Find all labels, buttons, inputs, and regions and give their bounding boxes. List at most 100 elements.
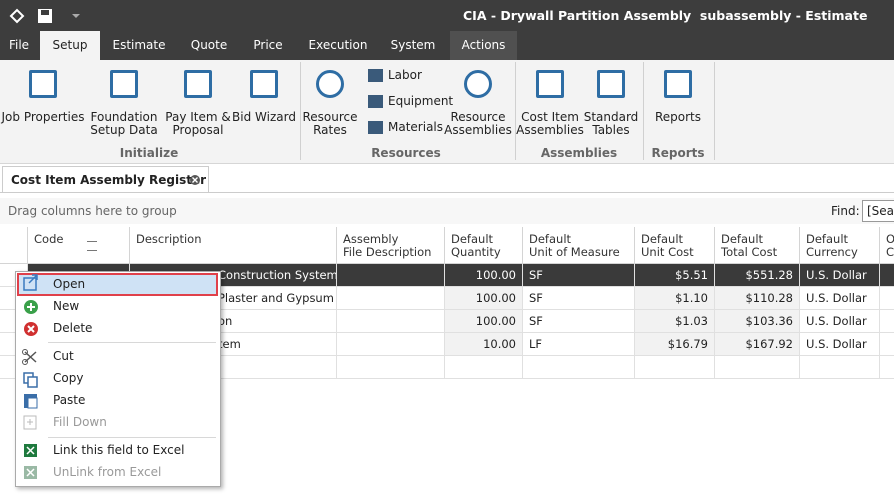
grid-cell[interactable]: U.S. Dollar [800, 287, 880, 310]
menu-separator [48, 342, 216, 343]
close-tab[interactable] [189, 174, 201, 186]
ribbon-group-label: Initialize [120, 146, 178, 160]
grid-cell [880, 287, 894, 310]
grid-cell[interactable]: 100.00 [445, 264, 523, 287]
grid-cell[interactable]: $103.36 [715, 310, 800, 333]
grid-cell[interactable]: 10.00 [445, 333, 523, 356]
menu-tab[interactable]: Setup [40, 31, 100, 60]
grid-cell[interactable]: SF [523, 264, 635, 287]
grid-cell [800, 356, 880, 379]
column-header[interactable]: Default Quantity [445, 227, 523, 264]
ribbon-small-icon [368, 95, 383, 108]
grid-cell[interactable]: $167.92 [715, 333, 800, 356]
menu-item[interactable]: Copy [53, 371, 83, 385]
grid-cell[interactable]: LF [523, 333, 635, 356]
grid-cell[interactable]: $1.10 [635, 287, 715, 310]
ribbon-button[interactable]: Reports [633, 111, 723, 124]
grid-cell [880, 333, 894, 356]
grid-cell [880, 264, 894, 287]
column-header[interactable]: Code [28, 227, 130, 264]
menu-separator [48, 437, 216, 438]
grid-cell[interactable]: $16.79 [635, 333, 715, 356]
grid-cell[interactable]: SF [523, 287, 635, 310]
grid-cell [523, 356, 635, 379]
menu-item: Fill Down [53, 415, 107, 429]
grid-cell[interactable]: $5.51 [635, 264, 715, 287]
menu-item[interactable]: Paste [53, 393, 85, 407]
menu-tab[interactable]: Execution [298, 31, 378, 60]
ribbon-icon [184, 70, 212, 98]
ribbon-small-icon [368, 69, 383, 82]
ribbon-button[interactable]: Labor [388, 69, 422, 82]
ribbon-button[interactable]: Job Properties [0, 111, 88, 124]
sort-icon [87, 241, 97, 251]
ribbon-group-label: Assemblies [541, 146, 617, 160]
menu-item: UnLink from Excel [53, 465, 161, 479]
column-header[interactable]: Default Currency [800, 227, 880, 264]
grid-cell[interactable]: $110.28 [715, 287, 800, 310]
menu-item[interactable]: Delete [53, 321, 92, 335]
grid-cell [635, 356, 715, 379]
ribbon-icon [250, 70, 278, 98]
menu-tab[interactable]: System [382, 31, 444, 60]
column-header[interactable]: O C [880, 227, 894, 264]
grid-cell [337, 264, 445, 287]
grid-cell [445, 356, 523, 379]
menu-tab[interactable]: Estimate [104, 31, 174, 60]
grid-cell[interactable]: 100.00 [445, 287, 523, 310]
row-selector-header [0, 227, 28, 264]
menu-tab[interactable]: Actions [450, 31, 517, 60]
ribbon-icon [597, 70, 625, 98]
tab-strip-line [0, 192, 894, 193]
ribbon-group-label: Reports [651, 146, 704, 160]
group-bar: Drag columns here to group Find: [Sear [0, 198, 894, 224]
ribbon-icon [316, 70, 344, 98]
grid-cell [337, 310, 445, 333]
find-label: Find: [831, 204, 860, 218]
menu-tab[interactable]: Price [244, 31, 292, 60]
context-menu: Open New Delete Cut Copy Paste Fill Down Link t… [15, 271, 221, 487]
grid-cell [880, 356, 894, 379]
window-title: CIA - Drywall Partition Assembly subasse… [463, 0, 867, 31]
grid-cell[interactable]: $551.28 [715, 264, 800, 287]
ribbon-button[interactable]: Resource Rates [285, 111, 375, 137]
document-tab[interactable]: Cost Item Assembly Register [2, 166, 209, 193]
column-header[interactable]: Assembly File Description [337, 227, 445, 264]
grid-cell [337, 333, 445, 356]
menu-item[interactable]: New [53, 299, 79, 313]
menu-item[interactable]: Open [53, 277, 85, 291]
group-hint: Drag columns here to group [8, 204, 177, 218]
menu-item[interactable]: Cut [53, 349, 74, 363]
ribbon-icon [29, 70, 57, 98]
grid-cell[interactable]: 100.00 [445, 310, 523, 333]
ribbon: InitializeJob PropertiesFoundation Setup… [0, 60, 894, 164]
grid-cell[interactable]: U.S. Dollar [800, 333, 880, 356]
ribbon-group-label: Resources [371, 146, 441, 160]
ribbon-icon [664, 70, 692, 98]
column-header[interactable]: Default Unit Cost [635, 227, 715, 264]
ribbon-icon [464, 70, 492, 98]
grid-cell [337, 287, 445, 310]
menu-item[interactable]: Link this field to Excel [53, 443, 184, 457]
grid-cell[interactable]: U.S. Dollar [800, 264, 880, 287]
ribbon-icon [536, 70, 564, 98]
grid-cell[interactable]: SF [523, 310, 635, 333]
quick-access[interactable] [8, 7, 88, 25]
title-bar: CIA - Drywall Partition Assembly subasse… [0, 0, 894, 31]
grid-cell[interactable]: U.S. Dollar [800, 310, 880, 333]
ribbon-icon [110, 70, 138, 98]
ribbon-button[interactable]: Equipment [388, 95, 453, 108]
grid-cell [337, 356, 445, 379]
grid-cell [880, 310, 894, 333]
column-header[interactable]: Default Total Cost [715, 227, 800, 264]
menu-tab[interactable]: File [0, 31, 38, 60]
menu-tabs: FileSetupEstimateQuotePriceExecutionSyst… [0, 31, 894, 60]
column-header[interactable]: Default Unit of Measure [523, 227, 635, 264]
ribbon-small-icon [368, 121, 383, 134]
search-box[interactable]: [Sear [862, 200, 894, 222]
grid-cell[interactable]: $1.03 [635, 310, 715, 333]
menu-tab[interactable]: Quote [180, 31, 238, 60]
column-header[interactable]: Description [130, 227, 337, 264]
grid-cell [715, 356, 800, 379]
